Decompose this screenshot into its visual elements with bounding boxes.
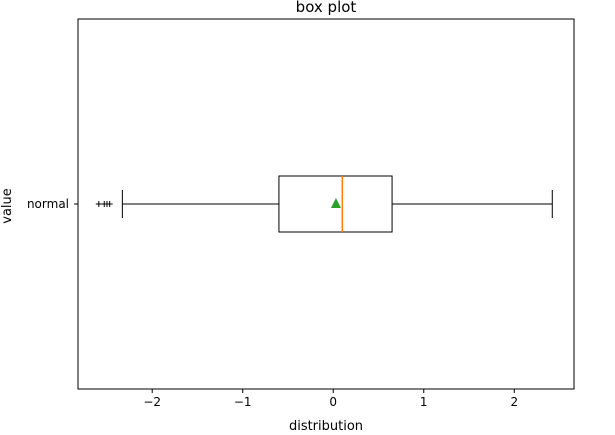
y-tick-label: normal <box>27 197 69 211</box>
x-tick-label: −2 <box>143 395 161 409</box>
box-iqr <box>278 175 393 233</box>
chart-title: box plot <box>296 0 357 16</box>
x-tick-label: 2 <box>510 395 518 409</box>
mean-marker <box>330 198 341 208</box>
x-tick-label: 0 <box>329 395 337 409</box>
plot-area: −2 −1 0 1 2 normal <box>27 18 575 409</box>
x-tick-label: −1 <box>234 395 252 409</box>
x-axis-label: distribution <box>289 419 363 434</box>
flier-point <box>95 201 102 207</box>
flier-point <box>106 201 113 207</box>
y-axis-label: value <box>0 188 15 224</box>
x-tick-label: 1 <box>420 395 428 409</box>
